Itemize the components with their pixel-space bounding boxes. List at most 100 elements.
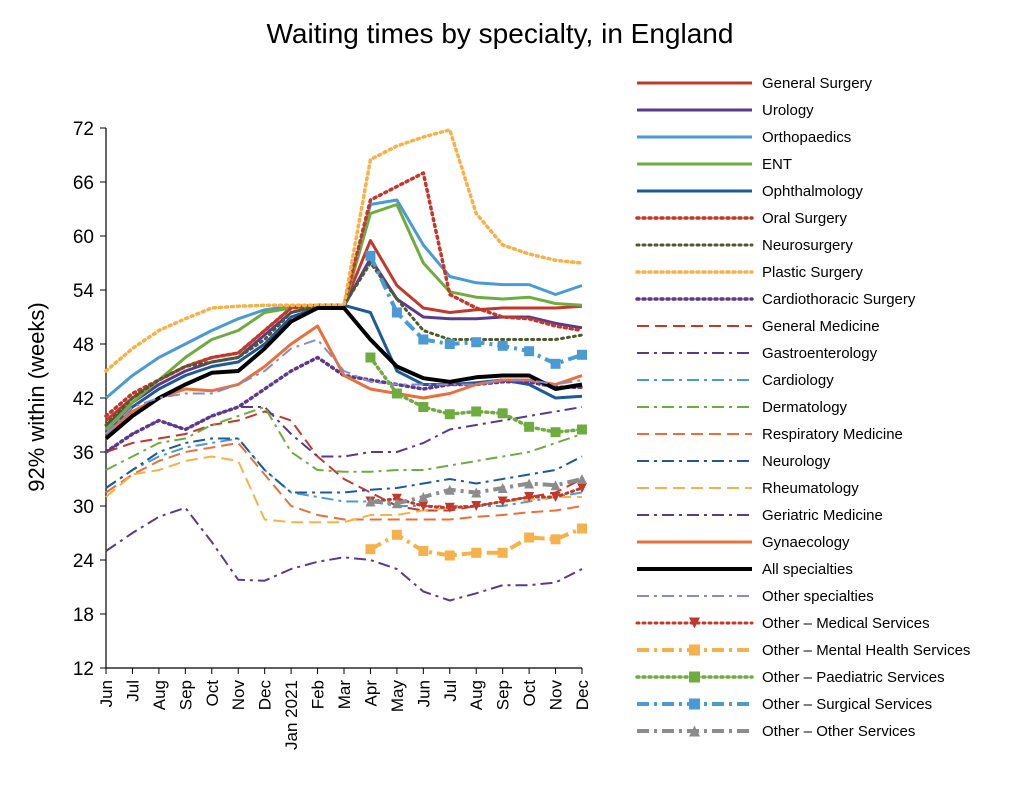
legend-item: Urology <box>637 102 814 119</box>
x-tick-label: Sep <box>176 680 195 710</box>
legend-label: Other – Other Services <box>762 723 915 740</box>
series-respiratory-medicine <box>105 442 583 521</box>
data-point <box>497 340 508 351</box>
legend-item: Rheumatology <box>637 480 859 497</box>
series-line <box>105 442 583 521</box>
x-tick-label: Sep <box>494 680 513 710</box>
series-neurosurgery <box>104 261 584 427</box>
data-point <box>471 547 482 558</box>
legend-marker <box>689 617 700 629</box>
legend-label: Ophthalmology <box>762 183 863 200</box>
legend-label: Other – Paediatric Services <box>762 669 945 686</box>
x-tick-label: Oct <box>520 680 539 707</box>
series-other-paediatric-services <box>365 352 587 438</box>
series-line <box>104 128 584 373</box>
legend-marker <box>689 698 700 710</box>
legend-item: Other – Surgical Services <box>637 696 932 713</box>
series-geriatric-medicine <box>105 506 583 602</box>
legend-marker <box>689 725 700 737</box>
data-point <box>444 502 455 513</box>
series-other-other-services <box>365 474 587 509</box>
x-tick-label: Jan 2021 <box>282 680 301 750</box>
series-plastic-surgery <box>104 128 584 373</box>
legend: General Surgery Urology Orthopaedics ENT Oph… <box>635 75 970 740</box>
x-tick-label: Jun <box>97 680 116 707</box>
legend-label: Gastroenterology <box>762 345 878 362</box>
legend-marker <box>689 644 700 656</box>
legend-label: Orthopaedics <box>762 129 851 146</box>
data-point <box>418 402 429 412</box>
data-point <box>418 501 429 511</box>
legend-item: General Surgery <box>637 75 873 92</box>
series-general-surgery <box>105 239 583 422</box>
data-point <box>524 492 535 502</box>
legend-item: All specialties <box>637 561 853 578</box>
x-tick-label: Apr <box>361 680 380 707</box>
legend-item: Other – Paediatric Services <box>635 669 945 686</box>
x-tick-label: Dec <box>573 680 592 711</box>
series-dermatology <box>105 406 583 473</box>
legend-item: Geriatric Medicine <box>637 507 883 524</box>
series-line <box>105 239 583 422</box>
x-tick-label: Oct <box>203 680 222 707</box>
data-point <box>418 334 429 345</box>
legend-label: Gynaecology <box>762 534 850 551</box>
data-point <box>550 427 561 438</box>
legend-label: Respiratory Medicine <box>762 426 903 443</box>
data-point <box>497 483 508 493</box>
y-tick-label: 12 <box>73 659 94 680</box>
data-point <box>444 339 455 349</box>
x-tick-label: May <box>388 680 407 713</box>
legend-label: Urology <box>762 102 814 119</box>
legend-label: Rheumatology <box>762 480 859 497</box>
series-line <box>105 437 583 494</box>
legend-item: Cardiothoracic Surgery <box>635 291 916 308</box>
data-point <box>550 480 561 491</box>
data-point <box>524 421 535 432</box>
x-tick-label: Feb <box>309 680 328 709</box>
legend-label: Other – Medical Services <box>762 615 930 632</box>
legend-label: Neurology <box>762 453 831 470</box>
legend-label: Oral Surgery <box>762 210 848 227</box>
y-tick-label: 42 <box>73 389 94 410</box>
data-point <box>577 483 587 493</box>
data-point <box>577 474 587 484</box>
data-point <box>444 550 455 561</box>
series-other-surgical-services <box>365 250 587 369</box>
data-point <box>418 546 429 556</box>
legend-label: Other – Mental Health Services <box>762 642 970 659</box>
x-tick-label: Nov <box>229 680 248 711</box>
data-point <box>524 478 535 489</box>
data-point <box>365 496 376 507</box>
legend-item: Other specialties <box>637 588 874 605</box>
data-point <box>497 496 508 507</box>
legend-item: Neurosurgery <box>635 237 853 254</box>
legend-label: General Medicine <box>762 318 880 335</box>
x-tick-label: Mar <box>335 680 354 710</box>
series-all-specialties <box>104 306 583 441</box>
data-point <box>391 307 402 318</box>
data-point <box>391 388 402 399</box>
data-point <box>471 501 482 511</box>
legend-item: Dermatology <box>637 399 848 416</box>
x-tick-label: Dec <box>256 680 275 711</box>
legend-label: Cardiology <box>762 372 834 389</box>
legend-item: General Medicine <box>637 318 880 335</box>
series-line <box>104 306 583 441</box>
legend-item: Cardiology <box>637 372 834 389</box>
data-point <box>365 352 376 363</box>
data-point <box>550 492 561 502</box>
data-point <box>524 532 535 543</box>
series-line <box>105 324 583 436</box>
x-tick-label: Jun <box>414 680 433 707</box>
y-tick-label: 18 <box>73 605 94 626</box>
series-line <box>105 338 583 435</box>
legend-item: Gynaecology <box>637 534 850 551</box>
axes: 12 18 24 30 36 42 48 54 60 66 72 Jun Jul Aug Sep Oct Nov… <box>73 119 592 750</box>
x-tick-label: Nov <box>547 680 566 711</box>
legend-item: Orthopaedics <box>637 129 851 146</box>
y-tick-label: 30 <box>73 497 94 518</box>
data-point <box>497 547 508 558</box>
series-neurology <box>105 437 583 494</box>
